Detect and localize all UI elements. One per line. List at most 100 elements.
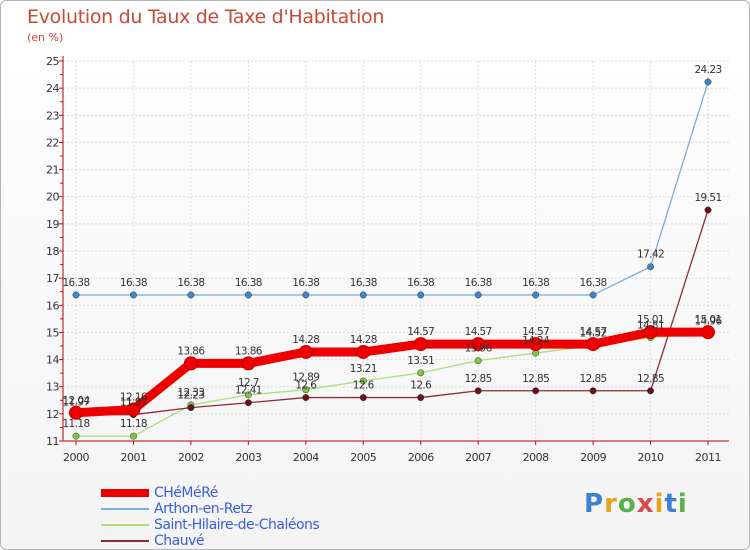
- legend-item: Saint-Hilaire-de-Chaléons: [101, 517, 401, 533]
- y-tick-label: 25: [46, 55, 59, 68]
- x-tick-label: 2011: [695, 451, 721, 464]
- x-tick-label: 2007: [465, 451, 491, 464]
- data-label: 12.85: [522, 373, 549, 385]
- y-tick-label: 17: [46, 272, 59, 285]
- series-point: [643, 325, 658, 340]
- grid-layer: [63, 60, 729, 442]
- data-label: 16.38: [465, 277, 492, 289]
- legend-label: Arthon-en-Retz: [154, 501, 253, 517]
- series-line-0: [71, 327, 713, 418]
- x-tick-label: 2005: [350, 451, 376, 464]
- series-point: [302, 291, 310, 299]
- data-label: 14.57: [465, 326, 492, 338]
- series-point: [417, 369, 425, 377]
- legend-label: Chauvé: [154, 533, 205, 549]
- x-tick-label: 2010: [638, 451, 664, 464]
- series-layer: [69, 78, 715, 440]
- data-label: 14.57: [407, 326, 434, 338]
- y-tick-label: 22: [46, 136, 59, 149]
- series-point: [704, 78, 712, 86]
- data-label: 13.96: [465, 343, 493, 355]
- x-tick-label: 2008: [523, 451, 549, 464]
- data-label: 16.38: [580, 277, 607, 289]
- series-point: [126, 402, 141, 417]
- data-label: 12.6: [410, 380, 432, 392]
- y-tick-label: 12: [46, 408, 59, 421]
- data-label: 13.86: [177, 345, 205, 357]
- series-point: [183, 356, 198, 371]
- proxiti-logo: Proxiti: [584, 489, 688, 519]
- y-tick-label: 11: [46, 435, 59, 448]
- y-tick-label: 23: [46, 109, 59, 122]
- data-label: 12.23: [177, 390, 204, 402]
- series-point: [474, 357, 482, 365]
- series-point: [589, 387, 597, 395]
- data-label: 12.6: [295, 380, 317, 392]
- data-label: 14.57: [580, 326, 607, 338]
- series-point: [302, 394, 310, 402]
- y-tick-label: 16: [46, 299, 59, 312]
- axis-layer: 11 12 13 14 15 16 17 18 19 20 21 22 23 24 25 2000 2001 20…: [46, 55, 729, 464]
- series-point: [359, 291, 367, 299]
- data-label: 14.57: [522, 326, 549, 338]
- data-label: 11.18: [120, 418, 147, 430]
- data-label-layer: 12.04 12.16 13.86 13.86 14.28 14.28 14.57 14.57…: [62, 64, 723, 430]
- legend-label: CHéMéRé: [154, 485, 218, 501]
- data-label: 12.85: [465, 373, 492, 385]
- y-tick-label: 20: [46, 191, 59, 204]
- data-label: 14.28: [350, 334, 377, 346]
- legend-swatch: [101, 540, 149, 542]
- chart-subtitle: (en %): [27, 31, 64, 44]
- x-tick-label: 2002: [178, 451, 204, 464]
- series-point: [532, 387, 540, 395]
- series-point: [130, 291, 137, 299]
- data-label: 11.97: [62, 397, 89, 409]
- data-label: 14.52: [580, 327, 607, 339]
- data-label: 14.28: [292, 334, 319, 346]
- y-tick-label: 15: [46, 326, 59, 339]
- data-label: 12.16: [120, 392, 148, 404]
- data-label: 16.38: [292, 277, 319, 289]
- data-label: 12.7: [238, 377, 259, 389]
- series-point: [72, 432, 80, 440]
- series-line-1: [75, 81, 709, 296]
- data-label: 16.38: [350, 277, 377, 289]
- series-point: [532, 291, 540, 299]
- data-label: 12.41: [235, 385, 262, 397]
- series-point: [417, 291, 425, 299]
- series-point: [474, 291, 482, 299]
- data-label: 15.01: [694, 314, 721, 326]
- series-point: [298, 344, 313, 359]
- legend-item: Chauvé: [101, 533, 401, 549]
- series-point: [704, 206, 712, 214]
- data-label: 12.33: [177, 387, 204, 399]
- y-tick-label: 18: [46, 245, 59, 258]
- data-label: 16.38: [235, 277, 262, 289]
- data-label: 19.51: [694, 192, 721, 204]
- series-point: [244, 291, 252, 299]
- x-tick-label: 2000: [63, 451, 89, 464]
- series-point: [474, 387, 482, 395]
- x-tick-label: 2001: [120, 451, 146, 464]
- legend-swatch: [101, 508, 149, 510]
- series-point: [302, 386, 310, 394]
- y-tick-label: 24: [46, 82, 59, 95]
- series-point: [701, 325, 715, 340]
- data-label: 24.23: [694, 64, 721, 76]
- data-label: 12.04: [62, 395, 90, 407]
- data-label: 14.96: [694, 316, 722, 328]
- y-tick-label: 13: [46, 381, 59, 394]
- series-point: [413, 337, 428, 352]
- data-label: 17.42: [637, 249, 664, 261]
- data-label: 13.51: [407, 355, 434, 367]
- data-label: 12.85: [637, 373, 664, 385]
- series-line-3: [75, 209, 709, 416]
- series-point: [187, 291, 195, 299]
- legend-item: Arthon-en-Retz: [101, 501, 401, 517]
- series-point: [586, 337, 601, 352]
- data-label: 16.38: [522, 277, 549, 289]
- x-tick-label: 2006: [408, 451, 434, 464]
- data-label: 12.6: [353, 380, 375, 392]
- y-tick-label: 21: [46, 164, 59, 177]
